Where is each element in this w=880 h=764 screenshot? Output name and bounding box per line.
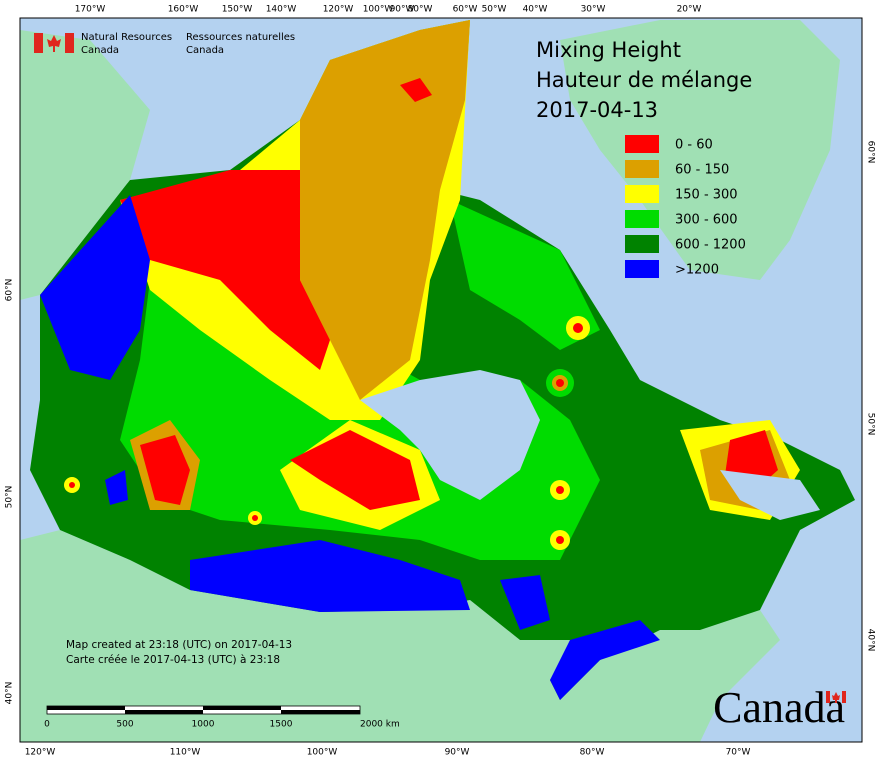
lon-label: 80°W bbox=[580, 748, 605, 758]
greenland bbox=[560, 20, 840, 280]
mixing-zone bbox=[573, 323, 583, 333]
title: Hauteur de mélange bbox=[536, 68, 752, 92]
mixing-zone bbox=[120, 170, 330, 370]
mixing-zone bbox=[290, 430, 420, 510]
scale-bar: 0 500 1000 1500 2000 km bbox=[44, 705, 400, 730]
legend-label: 0 - 60 bbox=[675, 138, 713, 153]
lon-label: 160°W bbox=[168, 5, 199, 15]
scale-label: 500 bbox=[116, 720, 133, 730]
legend-swatch bbox=[625, 135, 659, 153]
alaska bbox=[20, 30, 150, 300]
agency-fr: Canada bbox=[186, 45, 224, 56]
mixing-zone bbox=[556, 486, 564, 494]
lat-label: 40°N bbox=[866, 629, 876, 652]
mixing-zone bbox=[300, 20, 470, 400]
gulf-st-lawrence bbox=[720, 470, 820, 520]
lon-label: 60°W bbox=[453, 5, 478, 15]
lat-label: 40°N bbox=[5, 682, 15, 705]
agency-fr: Ressources naturelles bbox=[186, 32, 295, 43]
usa bbox=[20, 530, 780, 742]
legend-label: 600 - 1200 bbox=[675, 238, 746, 253]
lon-label: 20°W bbox=[677, 5, 702, 15]
flag-bar bbox=[65, 33, 74, 53]
mixing-zone bbox=[40, 195, 150, 380]
lon-label: 30°W bbox=[581, 5, 606, 15]
mixing-zone bbox=[550, 620, 660, 700]
lon-label: 120°W bbox=[25, 748, 56, 758]
lat-label: 60°N bbox=[866, 141, 876, 164]
wordmark: Canada bbox=[713, 683, 845, 732]
lon-label: 100°W bbox=[363, 5, 394, 15]
lon-label: 110°W bbox=[170, 748, 201, 758]
legend-swatch bbox=[625, 185, 659, 203]
title: 2017-04-13 bbox=[536, 98, 658, 122]
scale-label: 0 bbox=[44, 720, 50, 730]
lon-label: 170°W bbox=[75, 5, 106, 15]
wordmark-flag bbox=[826, 691, 830, 703]
title: Mixing Height bbox=[536, 38, 681, 62]
flag-bar bbox=[34, 33, 43, 53]
map-frame bbox=[19, 17, 863, 743]
mixing-zone bbox=[69, 482, 75, 488]
lon-label: 70°W bbox=[726, 748, 751, 758]
legend-label: 300 - 600 bbox=[675, 213, 738, 228]
mixing-zone bbox=[190, 540, 470, 612]
lon-label: 80°W bbox=[408, 5, 433, 15]
lon-label: 90°W bbox=[390, 5, 415, 15]
agency-en: Natural Resources bbox=[81, 32, 172, 43]
legend-swatch bbox=[625, 160, 659, 178]
mixing-zone bbox=[140, 435, 190, 505]
legend-swatch bbox=[625, 235, 659, 253]
legend-swatch bbox=[625, 260, 659, 278]
lon-label: 40°W bbox=[523, 5, 548, 15]
hudson-bay bbox=[360, 370, 540, 500]
legend-label: 60 - 150 bbox=[675, 163, 729, 178]
mixing-zone bbox=[400, 78, 432, 102]
mixing-zone bbox=[450, 200, 600, 350]
scale-seg bbox=[47, 706, 125, 710]
lon-label: 100°W bbox=[307, 748, 338, 758]
lon-label: 50°W bbox=[482, 5, 507, 15]
lon-label: 140°W bbox=[266, 5, 297, 15]
legend-swatch bbox=[625, 210, 659, 228]
lat-label: 50°N bbox=[866, 413, 876, 436]
agency-en: Canada bbox=[81, 45, 119, 56]
maple-leaf bbox=[47, 35, 61, 52]
lon-label: 90°W bbox=[445, 748, 470, 758]
wordmark-leaf bbox=[832, 692, 840, 703]
legend: 0 - 60 60 - 150 150 - 300 300 - 600 600 - 12… bbox=[625, 135, 746, 278]
mixing-zone bbox=[500, 575, 550, 630]
scale-seg bbox=[281, 710, 360, 714]
scale-label: 2000 km bbox=[360, 720, 400, 730]
lat-label: 50°N bbox=[5, 486, 15, 509]
wordmark-flag bbox=[842, 691, 846, 703]
lon-label: 150°W bbox=[222, 5, 253, 15]
lon-label: 120°W bbox=[323, 5, 354, 15]
footer: Map created at 23:18 (UTC) on 2017-04-13 bbox=[66, 639, 292, 651]
legend-label: 150 - 300 bbox=[675, 188, 738, 203]
lat-label: 60°N bbox=[5, 279, 15, 302]
footer: Carte créée le 2017-04-13 (UTC) à 23:18 bbox=[66, 654, 280, 666]
scale-label: 1000 bbox=[192, 720, 215, 730]
mixing-zone bbox=[105, 470, 128, 505]
mixing-zone bbox=[556, 379, 564, 387]
mixing-zone bbox=[252, 515, 258, 521]
legend-label: >1200 bbox=[675, 263, 719, 278]
scale-seg bbox=[125, 710, 203, 714]
mixing-zone bbox=[556, 536, 564, 544]
scale-label: 1500 bbox=[270, 720, 293, 730]
scale-seg bbox=[203, 706, 281, 710]
